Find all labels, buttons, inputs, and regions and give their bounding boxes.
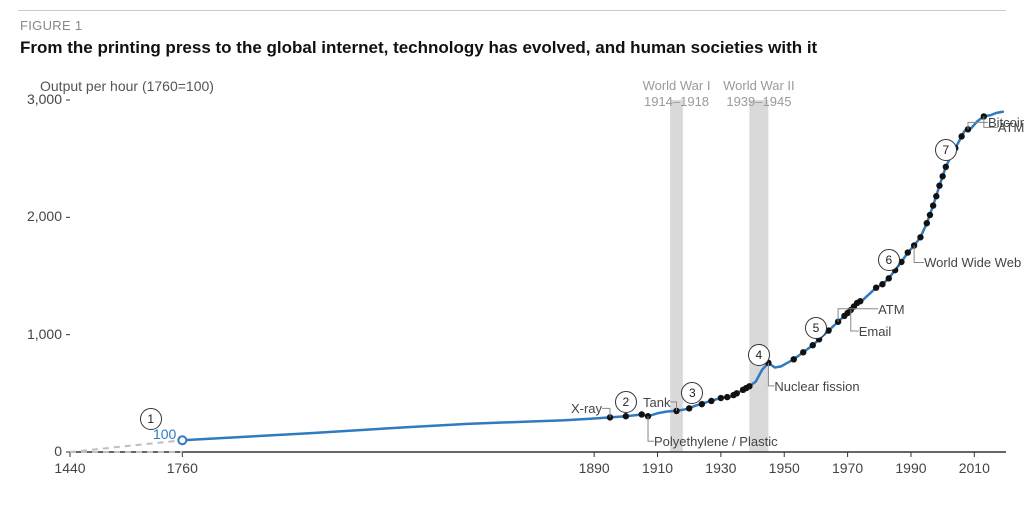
data-marker	[873, 285, 879, 291]
data-marker	[927, 212, 933, 218]
data-marker	[958, 133, 964, 139]
output-line	[182, 112, 1003, 441]
x-tick-label: 1990	[895, 460, 926, 476]
circled-number: 7	[935, 139, 957, 161]
data-marker	[886, 275, 892, 281]
circled-number: 5	[805, 317, 827, 339]
annotation-leader	[851, 310, 859, 331]
circled-number: 1	[140, 408, 162, 430]
data-marker	[800, 349, 806, 355]
data-marker	[917, 234, 923, 240]
y-tick-label: 3,000	[12, 91, 62, 107]
event-band-label: World War II1939–1945	[723, 78, 795, 111]
data-marker	[638, 411, 644, 417]
baseline-marker	[178, 436, 186, 444]
annotation-label: Email	[859, 324, 892, 339]
x-tick-label: 1890	[579, 460, 610, 476]
data-marker	[924, 220, 930, 226]
data-marker	[734, 390, 740, 396]
data-marker	[943, 164, 949, 170]
data-marker	[933, 193, 939, 199]
y-tick-label: 0	[12, 443, 62, 459]
data-marker	[905, 249, 911, 255]
circled-number: 3	[681, 382, 703, 404]
data-marker	[879, 281, 885, 287]
x-tick-label: 1440	[54, 460, 85, 476]
x-tick-label: 1950	[769, 460, 800, 476]
data-marker	[930, 202, 936, 208]
data-marker	[724, 394, 730, 400]
event-band	[749, 100, 768, 452]
annotation-label: ATM	[878, 302, 904, 317]
annotation-label: X-ray	[571, 401, 602, 416]
annotation-label: Polyethylene / Plastic	[654, 434, 778, 449]
data-marker	[939, 173, 945, 179]
event-band	[670, 100, 683, 452]
circled-number: 4	[748, 344, 770, 366]
baseline-value-label: 100	[153, 426, 176, 442]
x-tick-label: 1910	[642, 460, 673, 476]
y-tick-label: 1,000	[12, 326, 62, 342]
annotation-label: World Wide Web	[924, 255, 1021, 270]
x-tick-label: 1970	[832, 460, 863, 476]
annotation-label: Nuclear fission	[774, 379, 859, 394]
annotation-label: ATM	[998, 120, 1024, 135]
figure-container: FIGURE 1 From the printing press to the …	[0, 0, 1024, 512]
data-marker	[810, 342, 816, 348]
data-marker	[708, 398, 714, 404]
x-tick-label: 1760	[167, 460, 198, 476]
data-marker	[623, 413, 629, 419]
data-marker	[686, 405, 692, 411]
data-marker	[699, 401, 705, 407]
data-marker	[718, 395, 724, 401]
x-tick-label: 2010	[959, 460, 990, 476]
circled-number: 6	[878, 249, 900, 271]
data-marker	[857, 298, 863, 304]
data-marker	[791, 356, 797, 362]
data-marker	[746, 383, 752, 389]
y-tick-label: 2,000	[12, 208, 62, 224]
event-band-label: World War I1914–1918	[643, 78, 711, 111]
circled-number: 2	[615, 391, 637, 413]
x-tick-label: 1930	[705, 460, 736, 476]
annotation-label: Tank	[643, 395, 670, 410]
data-marker	[936, 182, 942, 188]
